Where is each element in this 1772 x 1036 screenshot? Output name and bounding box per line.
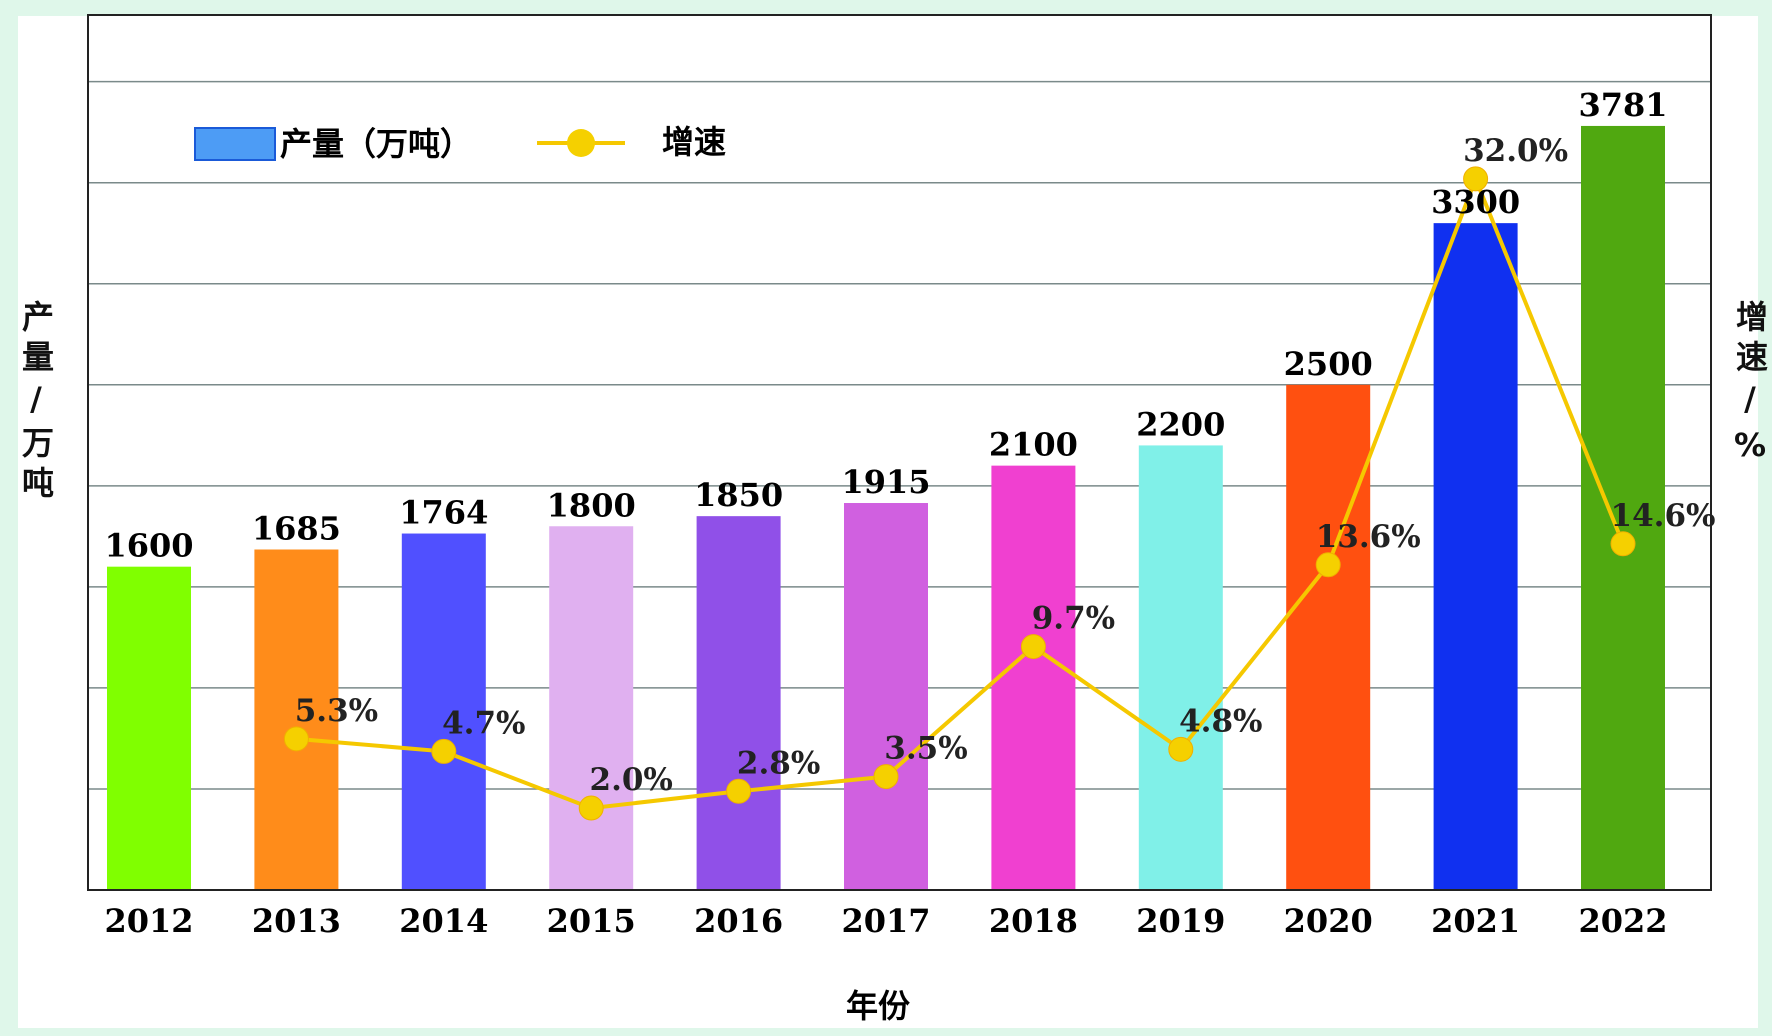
- growth-point-2015: [578, 795, 604, 821]
- bar-2019: [1138, 445, 1223, 890]
- x-tick-label: 2012: [104, 902, 193, 940]
- bar-value-label: 1600: [104, 527, 193, 565]
- bar-2016: [696, 516, 781, 890]
- growth-point-2018: [1020, 634, 1046, 660]
- y2-axis-title: 增速/%: [1731, 300, 1769, 472]
- growth-label: 4.7%: [442, 705, 525, 741]
- growth-label: 9.7%: [1032, 601, 1115, 637]
- plot-frame: [87, 14, 1712, 891]
- legend: 产量（万吨） 增速: [194, 123, 726, 163]
- bar-2018: [991, 465, 1076, 890]
- growth-point-2019: [1168, 736, 1194, 762]
- x-tick-label: 2022: [1578, 902, 1667, 940]
- growth-line: [283, 166, 1636, 821]
- bar-value-label: 2100: [989, 426, 1078, 464]
- growth-point-2014: [431, 738, 457, 764]
- bars: [107, 125, 1665, 891]
- growth-point-2013: [283, 726, 309, 752]
- x-tick-label: 2016: [694, 902, 783, 940]
- bar-value-label: 1685: [252, 509, 341, 547]
- bar-2020: [1286, 384, 1371, 890]
- x-tick-label: 2015: [547, 902, 636, 940]
- growth-label: 13.6%: [1316, 519, 1421, 555]
- bar-2014: [401, 533, 486, 890]
- bar-value-label: 1915: [841, 463, 930, 501]
- x-tick-label: 2018: [989, 902, 1078, 940]
- legend-line-marker: [567, 129, 595, 157]
- bar-value-label: 2200: [1136, 405, 1225, 443]
- legend-line-label: 增速: [662, 123, 726, 161]
- bar-value-label: 1850: [694, 476, 783, 514]
- bar-value-label: 3300: [1431, 183, 1520, 221]
- bar-2013: [254, 549, 339, 890]
- growth-polyline: [296, 173, 1625, 811]
- bar-2022: [1581, 125, 1665, 891]
- bar-value-label: 1800: [547, 486, 636, 524]
- x-tick-label: 2014: [399, 902, 488, 940]
- growth-label: 5.3%: [295, 693, 378, 729]
- x-tick-label: 2020: [1284, 902, 1373, 940]
- growth-point-2021: [1463, 166, 1489, 192]
- y-axis-title: 产量/万吨: [17, 300, 55, 506]
- growth-label: 2.8%: [737, 745, 820, 781]
- growth-label: 14.6%: [1611, 498, 1716, 534]
- bar-value-label: 1764: [399, 494, 488, 532]
- x-tick-label: 2019: [1136, 902, 1225, 940]
- labels: 1600 2012 1685 2013 1764 2014 1800 2015 1850 2016…: [104, 86, 1715, 940]
- growth-label: 32.0%: [1463, 133, 1568, 169]
- growth-point-2020: [1315, 552, 1341, 578]
- x-tick-label: 2017: [841, 902, 930, 940]
- bar-2015: [549, 526, 634, 890]
- growth-point-2022: [1610, 531, 1636, 557]
- bar-value-label: 3781: [1578, 86, 1667, 124]
- bar-2012: [107, 566, 191, 890]
- growth-point-2016: [726, 778, 752, 804]
- bar-2017: [844, 503, 928, 890]
- growth-label: 3.5%: [884, 731, 967, 767]
- growth-label: 2.0%: [590, 762, 673, 798]
- growth-point-2017: [873, 764, 899, 790]
- bar-2021: [1433, 223, 1518, 891]
- growth-label: 4.8%: [1179, 703, 1262, 739]
- x-axis-title: 年份: [846, 987, 910, 1025]
- x-tick-label: 2021: [1431, 902, 1520, 940]
- bar-value-label: 2500: [1284, 345, 1373, 383]
- legend-bar-swatch: [194, 127, 276, 161]
- x-tick-label: 2013: [252, 902, 341, 940]
- legend-bar-label: 产量（万吨）: [280, 125, 472, 163]
